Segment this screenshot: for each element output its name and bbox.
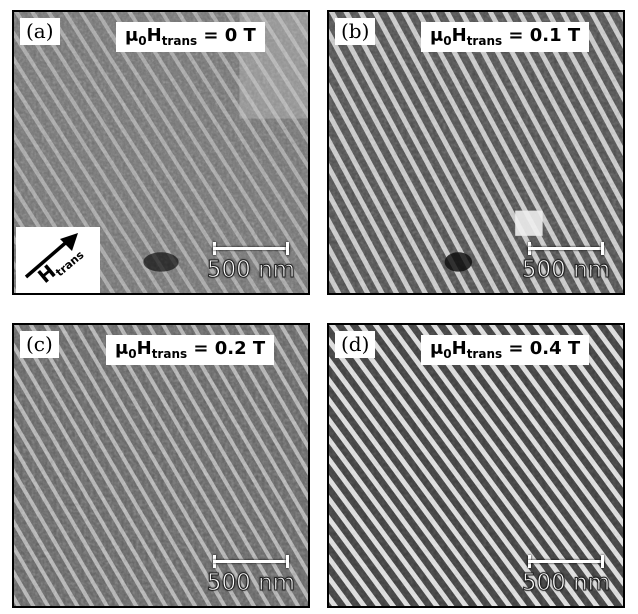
panel-c: (c) μ0Htrans = 0.2 T 500 nm <box>12 323 310 608</box>
panel-a-field-label: μ0Htrans = 0 T <box>116 22 265 52</box>
panel-b-scale-bar: 500 nm <box>513 241 623 285</box>
mu-subscript: 0 <box>138 34 147 48</box>
panel-a-tag: (a) <box>20 18 60 45</box>
h-subscript: trans <box>466 34 503 48</box>
field-value: = 0.4 T <box>502 338 581 359</box>
h-symbol: H <box>451 338 467 359</box>
panel-b-texture <box>329 12 623 293</box>
panel-c-texture <box>14 325 308 606</box>
h-subscript: trans <box>151 347 188 361</box>
h-symbol: H <box>136 338 152 359</box>
h-trans-arrow-box: Htrans <box>16 227 100 293</box>
mu-symbol: μ <box>430 25 444 46</box>
mu-subscript: 0 <box>443 347 452 361</box>
panel-b-tag: (b) <box>335 18 376 45</box>
mu-subscript: 0 <box>443 34 452 48</box>
panel-a-scale-label: 500 nm <box>206 257 296 284</box>
panel-d: (d) μ0Htrans = 0.4 T 500 nm <box>327 323 625 608</box>
panel-b-scale-label: 500 nm <box>521 257 611 284</box>
field-value: = 0.2 T <box>187 338 266 359</box>
panel-a: (a) μ0Htrans = 0 T Htrans 500 nm <box>12 10 310 295</box>
panel-c-tag: (c) <box>20 331 59 358</box>
h-symbol: H <box>146 25 162 46</box>
panel-c-field-label: μ0Htrans = 0.2 T <box>106 335 275 365</box>
panel-d-scale-label: 500 nm <box>521 570 611 597</box>
panel-b-field-label: μ0Htrans = 0.1 T <box>421 22 590 52</box>
mu-symbol: μ <box>430 338 444 359</box>
mu-symbol: μ <box>115 338 129 359</box>
arrow-icon <box>24 233 78 279</box>
field-value: = 0.1 T <box>502 25 581 46</box>
panel-d-tag: (d) <box>335 331 376 358</box>
panel-d-scale-bar: 500 nm <box>513 554 623 598</box>
h-symbol: H <box>451 25 467 46</box>
h-subscript: trans <box>466 347 503 361</box>
panel-c-scale-bar: 500 nm <box>198 554 308 598</box>
mu-subscript: 0 <box>128 347 137 361</box>
panel-a-scale-bar: 500 nm <box>198 241 308 285</box>
panel-c-scale-label: 500 nm <box>206 570 296 597</box>
h-subscript: trans <box>161 34 198 48</box>
panel-d-texture <box>329 325 623 606</box>
field-value: = 0 T <box>197 25 256 46</box>
mu-symbol: μ <box>125 25 139 46</box>
panel-d-field-label: μ0Htrans = 0.4 T <box>421 335 590 365</box>
panel-b: (b) μ0Htrans = 0.1 T 500 nm <box>327 10 625 295</box>
